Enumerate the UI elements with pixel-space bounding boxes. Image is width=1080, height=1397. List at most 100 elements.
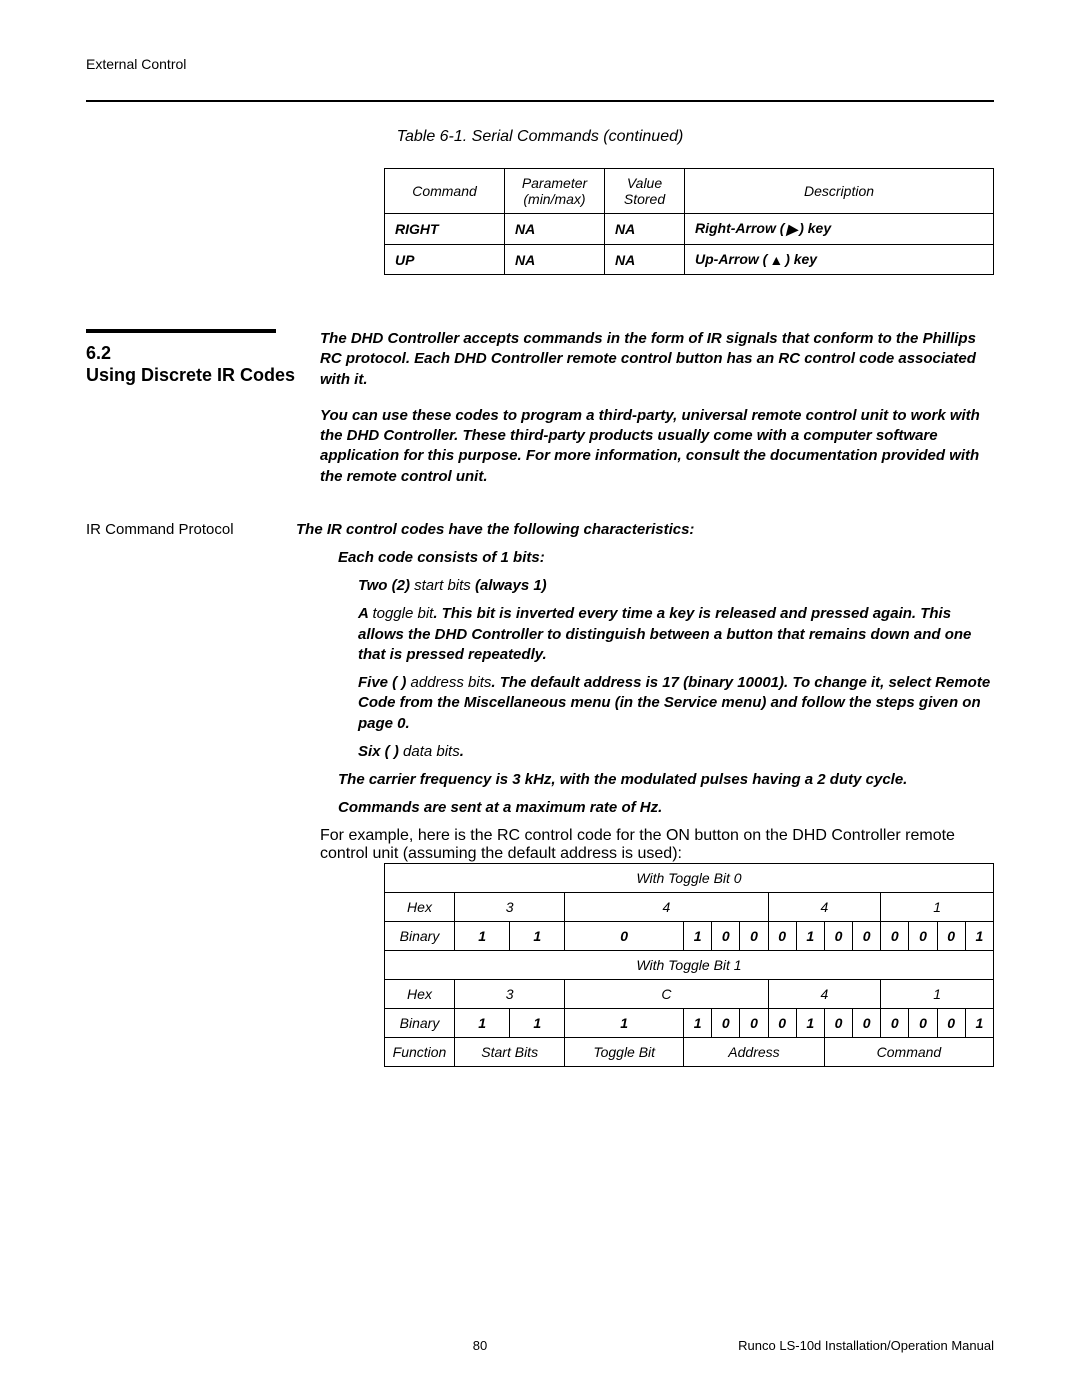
cell-desc: Up-Arrow (▲) key: [685, 245, 994, 275]
hex-cell: 3: [455, 892, 565, 921]
desc-post: ) key: [799, 220, 831, 236]
bin-cell: 0: [881, 921, 909, 950]
bullet-address-bits: Five ( ) address bits. The default addre…: [358, 673, 994, 734]
col-command: Command: [385, 169, 505, 214]
subheading-left: IR Command Protocol: [86, 521, 296, 538]
page-header: External Control: [86, 56, 994, 72]
bin-cell: 0: [712, 921, 740, 950]
bin-cell: 0: [909, 1008, 937, 1037]
bullet-start-bits: Two (2) start bits (always 1): [358, 576, 994, 596]
bin-cell: 0: [853, 921, 881, 950]
bullet-bits-count: Each code consists of 1 bits:: [338, 548, 994, 568]
text-ital: address bits: [411, 674, 492, 691]
row-label-hex: Hex: [385, 892, 455, 921]
bin-cell: 0: [909, 921, 937, 950]
bin-cell: 0: [824, 1008, 852, 1037]
bin-cell: 1: [796, 921, 824, 950]
bin-cell: 0: [768, 1008, 796, 1037]
right-arrow-icon: ▶: [786, 221, 797, 238]
text-ital: data bits: [403, 743, 460, 760]
bin-cell: 0: [881, 1008, 909, 1037]
col-value: Value Stored: [605, 169, 685, 214]
bin-cell: 1: [796, 1008, 824, 1037]
bin-cell: 1: [510, 1008, 565, 1037]
page-footer: 80 Runco LS-10d Installation/Operation M…: [86, 1338, 994, 1353]
text: For example, here is the RC control code…: [320, 827, 666, 844]
example-para: For example, here is the RC control code…: [320, 827, 994, 863]
hex-cell: 4: [768, 979, 881, 1008]
bin-cell: 1: [965, 921, 993, 950]
bin-cell: 1: [965, 1008, 993, 1037]
footer-right: Runco LS-10d Installation/Operation Manu…: [674, 1338, 994, 1353]
bin-cell: 0: [565, 921, 684, 950]
intro-para-1: The DHD Controller accepts commands in t…: [320, 329, 994, 390]
cell-param: NA: [505, 245, 605, 275]
text: A: [358, 605, 372, 622]
page-number: 80: [286, 1338, 674, 1353]
text: Two (2): [358, 577, 414, 594]
bin-cell: 0: [937, 1008, 965, 1037]
section-number: 6.2: [86, 343, 296, 364]
toggle-bit-0-header: With Toggle Bit 0: [385, 863, 994, 892]
table-row: UP NA NA Up-Arrow (▲) key: [385, 245, 994, 275]
cell-value: NA: [605, 245, 685, 275]
up-arrow-icon: ▲: [769, 252, 783, 268]
table-caption: Table 6-1. Serial Commands (continued): [86, 128, 994, 146]
func-toggle-bit: Toggle Bit: [565, 1037, 684, 1066]
section-title: Using Discrete IR Codes: [86, 364, 296, 387]
desc-pre: Up-Arrow (: [695, 251, 767, 267]
row-label-binary: Binary: [385, 921, 455, 950]
bin-cell: 0: [937, 921, 965, 950]
bin-cell: 1: [455, 1008, 510, 1037]
desc-pre: Right-Arrow (: [695, 220, 784, 236]
bin-cell: 0: [768, 921, 796, 950]
bin-cell: 1: [565, 1008, 684, 1037]
bin-cell: 1: [684, 1008, 712, 1037]
text: .: [460, 743, 464, 760]
bin-cell: 0: [853, 1008, 881, 1037]
row-label-function: Function: [385, 1037, 455, 1066]
text-ital: start bits: [414, 577, 471, 594]
subheading-right: The IR control codes have the following …: [296, 521, 994, 538]
bullet-data-bits: Six ( ) data bits.: [358, 742, 994, 762]
cell-cmd: RIGHT: [385, 214, 505, 245]
hex-cell: 1: [881, 892, 994, 921]
serial-commands-table: Command Parameter (min/max) Value Stored…: [384, 168, 994, 275]
cell-value: NA: [605, 214, 685, 245]
bullet-carrier-freq: The carrier frequency is 3 kHz, with the…: [338, 770, 994, 790]
bullet-max-rate: Commands are sent at a maximum rate of H…: [338, 798, 994, 818]
hex-cell: 3: [455, 979, 565, 1008]
hex-cell: 4: [565, 892, 768, 921]
text-ital: toggle bit: [372, 605, 433, 622]
desc-post: ) key: [785, 251, 817, 267]
func-command: Command: [824, 1037, 993, 1066]
bin-cell: 1: [510, 921, 565, 950]
bin-cell: 0: [740, 921, 768, 950]
bits-table: With Toggle Bit 0 Hex 3 4 4 1 Binary 1 1…: [384, 863, 994, 1067]
bullet-toggle-bit: A toggle bit. This bit is inverted every…: [358, 604, 994, 665]
text: Six ( ): [358, 743, 403, 760]
cell-param: NA: [505, 214, 605, 245]
col-description: Description: [685, 169, 994, 214]
table-row: RIGHT NA NA Right-Arrow (▶) key: [385, 214, 994, 245]
bin-cell: 1: [455, 921, 510, 950]
bin-cell: 0: [740, 1008, 768, 1037]
row-label-hex: Hex: [385, 979, 455, 1008]
intro-para-2: You can use these codes to program a thi…: [320, 406, 994, 487]
bin-cell: 0: [824, 921, 852, 950]
func-start-bits: Start Bits: [455, 1037, 565, 1066]
text: Five ( ): [358, 674, 411, 691]
header-rule: [86, 100, 994, 102]
col-parameter: Parameter (min/max): [505, 169, 605, 214]
hex-cell: C: [565, 979, 768, 1008]
row-label-binary: Binary: [385, 1008, 455, 1037]
bin-cell: 1: [684, 921, 712, 950]
text: (always 1): [471, 577, 547, 594]
text-ital: ON: [666, 827, 690, 844]
cell-cmd: UP: [385, 245, 505, 275]
section-bar: [86, 329, 276, 333]
toggle-bit-1-header: With Toggle Bit 1: [385, 950, 994, 979]
func-address: Address: [684, 1037, 825, 1066]
hex-cell: 4: [768, 892, 881, 921]
hex-cell: 1: [881, 979, 994, 1008]
